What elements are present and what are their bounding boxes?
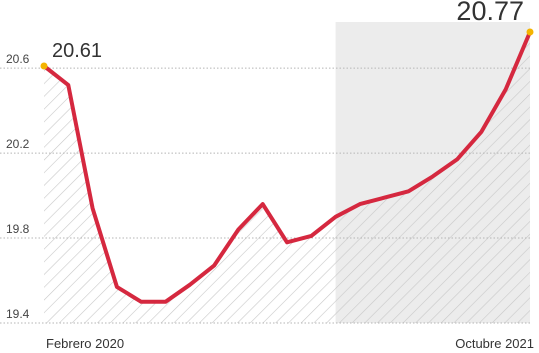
y-tick-label: 20.2 [6, 137, 30, 151]
series-line [42, 30, 532, 304]
start-value-label: 20.61 [52, 40, 102, 62]
end-point-marker [526, 28, 534, 36]
start-point-marker [40, 62, 48, 70]
end-value-label: 20.77 [456, 0, 524, 26]
x-tick-label: Octubre 2021 [455, 336, 534, 351]
y-tick-label: 19.8 [6, 222, 30, 236]
y-tick-label: 20.6 [6, 52, 30, 66]
area-fill [44, 32, 530, 323]
x-tick-label: Febrero 2020 [46, 336, 124, 351]
y-tick-label: 19.4 [6, 307, 30, 321]
